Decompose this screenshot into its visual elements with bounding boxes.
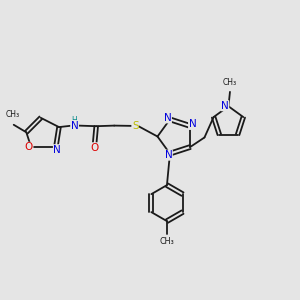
Text: N: N (189, 119, 196, 129)
Text: N: N (164, 113, 171, 123)
Text: S: S (132, 121, 139, 131)
Text: N: N (221, 101, 229, 111)
Text: H: H (72, 116, 77, 125)
Text: CH₃: CH₃ (5, 110, 19, 119)
Text: N: N (165, 150, 172, 160)
Text: CH₃: CH₃ (223, 78, 237, 87)
Text: N: N (53, 145, 61, 155)
Text: CH₃: CH₃ (160, 237, 174, 246)
Text: O: O (91, 143, 99, 153)
Text: N: N (71, 121, 79, 130)
Text: O: O (25, 142, 33, 152)
